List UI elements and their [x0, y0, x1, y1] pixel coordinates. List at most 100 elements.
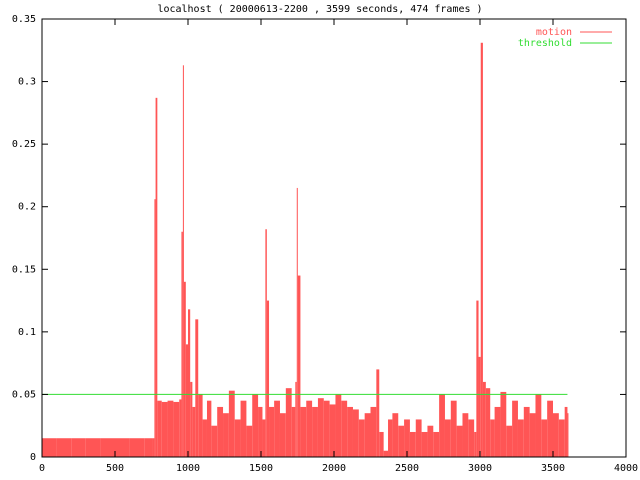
- x-tick-label: 500: [106, 463, 124, 474]
- impulse: [409, 431, 416, 457]
- impulse: [564, 406, 568, 457]
- impulse: [404, 419, 410, 457]
- plot-border: [41, 18, 627, 458]
- impulse: [485, 388, 491, 457]
- impulse: [312, 406, 318, 457]
- x-tick-label: 2500: [395, 463, 419, 474]
- impulse: [358, 419, 365, 457]
- impulse: [480, 42, 483, 458]
- impulse: [444, 419, 451, 457]
- impulse: [482, 381, 486, 457]
- impulse: [129, 438, 145, 457]
- impulse: [185, 344, 188, 457]
- impulse: [152, 438, 155, 457]
- impulse: [517, 419, 524, 457]
- impulse: [433, 431, 440, 457]
- impulse: [323, 400, 330, 457]
- impulse: [195, 319, 199, 457]
- impulse: [246, 425, 253, 457]
- x-tick-label: 0: [39, 463, 45, 474]
- impulse: [553, 413, 559, 457]
- y-tick-label: 0.25: [12, 139, 36, 150]
- impulse: [478, 356, 481, 457]
- impulse: [206, 400, 212, 457]
- impulse: [279, 413, 286, 457]
- y-tick-label: 0.35: [12, 14, 36, 25]
- impulse: [190, 381, 193, 457]
- impulse: [392, 413, 399, 457]
- impulse: [198, 394, 203, 457]
- impulse: [490, 419, 495, 457]
- impulse: [115, 438, 130, 457]
- impulse: [500, 391, 507, 457]
- impulse: [192, 406, 196, 457]
- impulse: [295, 381, 297, 457]
- y-tick-label: 0.3: [18, 77, 36, 88]
- impulse: [291, 406, 296, 457]
- y-tick-label: 0: [30, 452, 36, 463]
- impulse: [474, 431, 477, 457]
- impulse: [240, 400, 247, 457]
- y-tick-label: 0.15: [12, 264, 36, 275]
- impulse: [71, 438, 86, 457]
- impulse: [183, 281, 186, 457]
- impulse: [383, 450, 389, 457]
- impulse: [211, 425, 218, 457]
- impulse: [558, 419, 565, 457]
- impulse: [202, 419, 207, 457]
- impulse: [155, 97, 158, 457]
- impulse: [42, 438, 57, 457]
- impulse: [456, 425, 463, 457]
- impulse: [217, 406, 224, 457]
- impulse: [228, 390, 235, 457]
- chart-title: localhost ( 20000613-2200 , 3599 seconds…: [157, 4, 482, 15]
- y-tick-label: 0.2: [18, 202, 36, 213]
- impulse: [370, 406, 377, 457]
- impulse: [329, 404, 336, 457]
- impulse: [300, 406, 307, 457]
- x-tick-label: 1000: [176, 463, 200, 474]
- impulse: [144, 438, 153, 457]
- x-tick-label: 3500: [541, 463, 565, 474]
- impulse: [379, 431, 384, 457]
- impulse: [535, 394, 542, 457]
- impulse: [157, 400, 162, 457]
- impulse: [415, 419, 422, 457]
- impulse: [266, 300, 270, 457]
- impulse: [427, 425, 434, 457]
- impulse: [285, 388, 292, 457]
- impulse: [376, 369, 380, 457]
- impulse: [252, 394, 259, 457]
- x-tick-label: 2000: [322, 463, 346, 474]
- impulse: [161, 401, 168, 457]
- impulse: [269, 406, 275, 457]
- impulse: [523, 406, 530, 457]
- impulse: [547, 400, 553, 457]
- impulse: [341, 400, 348, 457]
- impulse: [450, 400, 457, 457]
- impulse: [167, 400, 174, 457]
- impulse: [188, 309, 191, 457]
- legend-label: threshold: [518, 38, 572, 49]
- impulse: [306, 400, 313, 457]
- impulse: [462, 413, 469, 457]
- impulse: [512, 400, 518, 457]
- impulse: [154, 199, 156, 457]
- impulse: [476, 300, 479, 457]
- x-tick-label: 3000: [468, 463, 492, 474]
- impulse: [258, 406, 263, 457]
- impulse: [347, 406, 353, 457]
- impulse: [173, 401, 180, 457]
- impulse: [317, 398, 324, 457]
- impulse: [56, 438, 72, 457]
- x-tick-label: 4000: [614, 463, 638, 474]
- impulse: [421, 431, 428, 457]
- impulse: [234, 419, 241, 457]
- impulse: [468, 419, 475, 457]
- impulse: [223, 413, 229, 457]
- y-tick-label: 0.1: [18, 327, 36, 338]
- impulse: [506, 425, 513, 457]
- impulse: [265, 229, 267, 457]
- impulse: [567, 413, 569, 457]
